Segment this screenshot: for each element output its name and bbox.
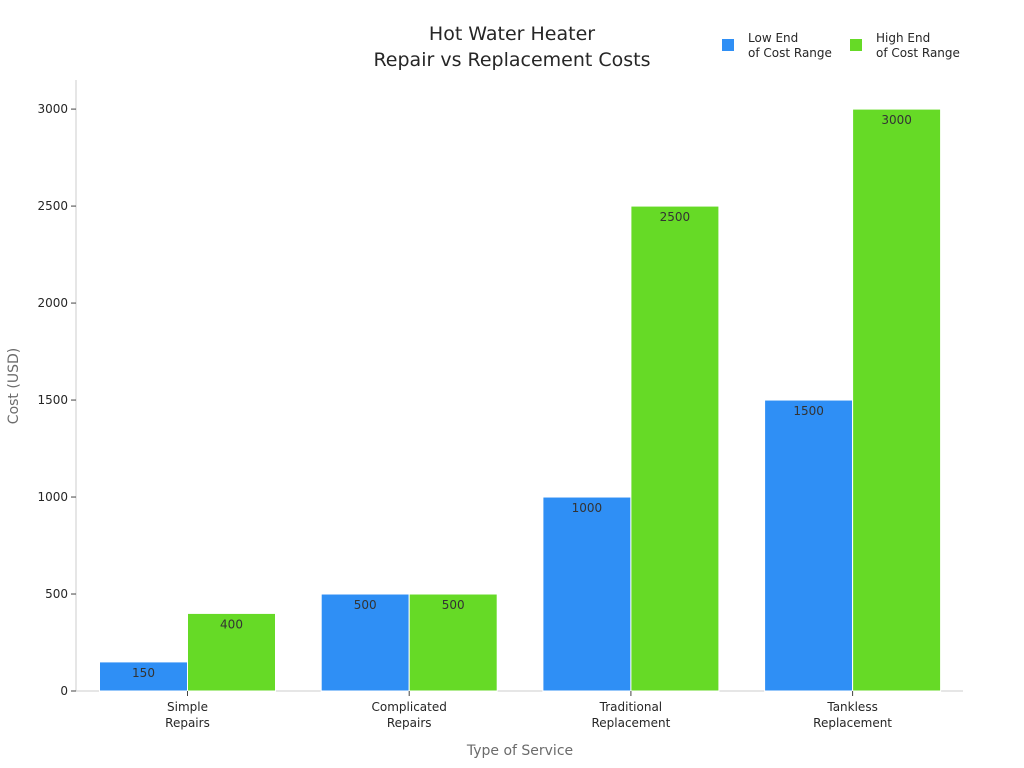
y-tick-label: 500: [45, 587, 68, 601]
y-axis-ticks: 0 500 1000 1500 2000 2500 3000: [37, 102, 76, 698]
y-tick-label: 2000: [37, 296, 68, 310]
legend-label-high-end-line-2: of Cost Range: [876, 46, 960, 60]
data-label-complicated-repairs-low-end: 500: [354, 598, 377, 612]
bar-complicated-repairs-high-end: [408, 593, 498, 692]
legend-entry-low-end: Low End of Cost Range: [722, 31, 832, 60]
bar-traditional-replacement-low-end: [542, 496, 632, 692]
x-axis-label: Type of Service: [466, 743, 573, 759]
chart-title-line-1: Hot Water Heater: [429, 23, 595, 45]
data-label-traditional-replacement-high-end: 2500: [660, 210, 691, 224]
bars: [99, 108, 942, 692]
x-tick-label-traditional-replacement-line-1: Traditional: [599, 700, 662, 714]
data-label-tankless-replacement-low-end: 1500: [793, 404, 824, 418]
x-axis-ticks: Simple Repairs Complicated Repairs Tradition…: [165, 691, 892, 730]
x-tick-label-simple-repairs-line-1: Simple: [167, 700, 208, 714]
data-label-simple-repairs-low-end: 150: [132, 666, 155, 680]
legend-label-high-end-line-1: High End: [876, 31, 930, 45]
bar-tankless-replacement-high-end: [852, 108, 942, 692]
legend-entry-high-end: High End of Cost Range: [850, 31, 960, 60]
bar-traditional-replacement-high-end: [630, 205, 720, 692]
data-label-tankless-replacement-high-end: 3000: [881, 113, 912, 127]
x-tick-label-traditional-replacement-line-2: Replacement: [591, 716, 670, 730]
bar-tankless-replacement-low-end: [764, 399, 854, 692]
data-label-complicated-repairs-high-end: 500: [442, 598, 465, 612]
y-tick-label: 3000: [37, 102, 68, 116]
x-tick-label-tankless-replacement-line-2: Replacement: [813, 716, 892, 730]
chart-title: Hot Water Heater Repair vs Replacement C…: [373, 23, 650, 71]
legend-label-low-end-line-1: Low End: [748, 31, 798, 45]
bar-complicated-repairs-low-end: [320, 593, 410, 692]
x-tick-label-simple-repairs-line-2: Repairs: [165, 716, 210, 730]
y-tick-label: 1000: [37, 490, 68, 504]
chart-title-line-2: Repair vs Replacement Costs: [373, 49, 650, 71]
legend-swatch-high-end: [850, 39, 862, 51]
legend: Low End of Cost Range High End of Cost R…: [722, 31, 960, 60]
data-label-simple-repairs-high-end: 400: [220, 617, 243, 631]
bar-simple-repairs-high-end: [187, 612, 276, 692]
x-tick-label-complicated-repairs-line-2: Repairs: [387, 716, 432, 730]
y-tick-label: 0: [60, 684, 68, 698]
y-axis-label: Cost (USD): [6, 348, 22, 424]
x-tick-label-complicated-repairs-line-1: Complicated: [372, 700, 447, 714]
y-tick-label: 2500: [37, 199, 68, 213]
legend-label-low-end-line-2: of Cost Range: [748, 46, 832, 60]
x-tick-label-tankless-replacement-line-1: Tankless: [826, 700, 877, 714]
legend-swatch-low-end: [722, 39, 734, 51]
data-label-traditional-replacement-low-end: 1000: [572, 501, 603, 515]
y-tick-label: 1500: [37, 393, 68, 407]
bar-value-labels: 150 400 500 500 1000 2500 1500 3000: [132, 113, 912, 680]
